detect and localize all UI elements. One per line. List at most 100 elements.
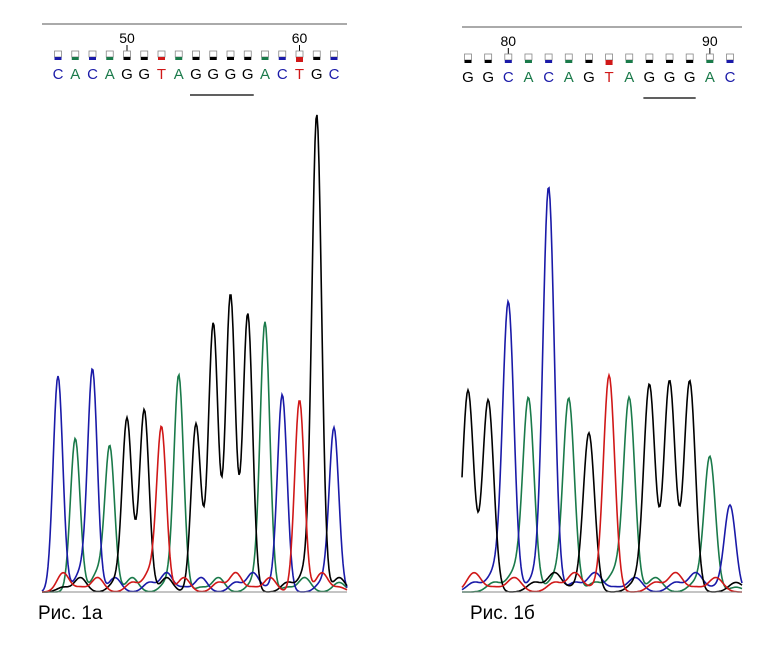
quality-box <box>54 50 62 58</box>
quality-bar <box>192 57 200 60</box>
quality-box <box>123 50 131 58</box>
base-call: C <box>329 66 340 83</box>
quality-bar <box>244 57 252 60</box>
chromatogram-1b: 80 90G G C A C A G T A G G G A C <box>461 26 743 593</box>
base-call: G <box>242 66 254 83</box>
quality-box <box>243 50 252 58</box>
trace-T <box>41 400 348 593</box>
quality-bar <box>330 57 338 60</box>
panel-1b: 80 90 G G C A C A G T A G G G A C Рис. 1б <box>420 0 769 657</box>
quality-bar <box>89 57 96 60</box>
quality-box <box>157 50 166 58</box>
quality-box <box>625 53 634 61</box>
quality-bar <box>123 57 131 60</box>
base-call: A <box>105 66 115 83</box>
quality-box <box>665 53 674 61</box>
base-call: C <box>543 69 554 86</box>
base-call: T <box>604 69 613 86</box>
quality-box <box>174 50 183 58</box>
base-call: A <box>523 69 533 86</box>
base-call: G <box>644 69 656 86</box>
base-call: G <box>684 69 696 86</box>
quality-box <box>226 50 235 58</box>
trace-C <box>41 367 348 593</box>
base-call: G <box>207 66 219 83</box>
quality-box <box>585 53 593 61</box>
quality-box <box>312 50 321 58</box>
quality-box <box>544 53 553 61</box>
quality-bar <box>484 60 492 63</box>
quality-bar <box>464 60 472 63</box>
quality-box <box>605 53 613 61</box>
base-call: A <box>564 69 574 86</box>
quality-box <box>295 50 304 58</box>
base-call: A <box>70 66 80 83</box>
quality-box <box>105 50 114 58</box>
quality-bar <box>706 60 714 63</box>
base-call: G <box>225 66 237 83</box>
quality-box <box>278 50 287 58</box>
quality-box <box>705 53 714 61</box>
base-call: C <box>277 66 288 83</box>
base-call: G <box>121 66 133 83</box>
base-call: G <box>482 69 494 86</box>
quality-box <box>726 53 734 61</box>
quality-box <box>685 53 694 61</box>
base-call: G <box>138 66 150 83</box>
position-label: 90 <box>702 33 718 49</box>
quality-bar <box>296 57 303 62</box>
quality-box <box>209 50 218 58</box>
base-call: G <box>311 66 323 83</box>
quality-bar <box>71 57 79 60</box>
quality-bar <box>158 57 165 60</box>
base-call: T <box>157 66 166 83</box>
quality-bar <box>524 60 532 63</box>
base-call: C <box>53 66 64 83</box>
base-call: G <box>583 69 595 86</box>
quality-box <box>645 53 654 61</box>
base-call: A <box>624 69 634 86</box>
quality-box <box>71 50 80 58</box>
quality-bar <box>106 57 114 60</box>
quality-bar <box>585 60 593 63</box>
base-call: G <box>190 66 202 83</box>
caption-1a: Рис. 1а <box>38 603 103 624</box>
caption-1b: Рис. 1б <box>470 603 535 624</box>
base-call: A <box>705 69 715 86</box>
quality-bar <box>209 57 217 60</box>
quality-bar <box>545 60 553 63</box>
base-call: A <box>174 66 184 83</box>
trace-G <box>42 114 348 593</box>
trace-C <box>461 186 743 593</box>
quality-box <box>484 53 493 61</box>
base-call: C <box>503 69 514 86</box>
quality-bar <box>54 57 62 60</box>
quality-bar <box>175 57 183 60</box>
quality-box <box>504 53 513 61</box>
position-label: 50 <box>119 30 135 46</box>
quality-bar <box>278 57 286 60</box>
chromatogram-1a: 50 60C A C A G G T A G G G G A C T G C <box>41 23 348 593</box>
panel-1a: 50 60 C A C A G G T A G G G G A C T G C Рис. 1а <box>0 0 380 657</box>
base-call: G <box>664 69 676 86</box>
quality-bar <box>666 60 674 63</box>
quality-box <box>261 50 269 58</box>
quality-bar <box>605 60 613 65</box>
base-call: G <box>462 69 474 86</box>
quality-bar <box>261 57 269 60</box>
trace-T <box>461 372 742 593</box>
base-call: T <box>295 66 304 83</box>
quality-bar <box>140 57 148 60</box>
quality-box <box>140 50 149 58</box>
quality-bar <box>313 57 321 60</box>
position-label: 80 <box>501 33 517 49</box>
quality-bar <box>726 60 734 63</box>
quality-box <box>464 53 472 61</box>
quality-box <box>330 50 338 58</box>
base-call: C <box>87 66 98 83</box>
quality-bar <box>565 60 573 63</box>
quality-bar <box>625 60 633 63</box>
quality-box <box>192 50 200 58</box>
base-call: A <box>260 66 270 83</box>
quality-bar <box>686 60 694 63</box>
